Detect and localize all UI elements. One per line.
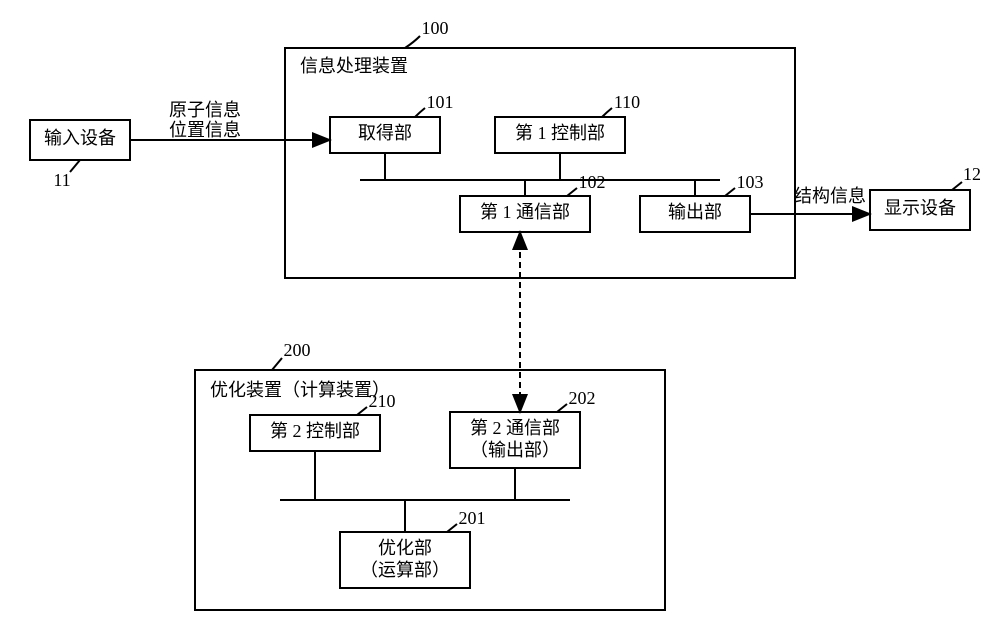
ref-200: 200: [284, 340, 311, 360]
comm2-label-l1: 第 2 通信部: [470, 418, 560, 438]
ref-101: 101: [427, 92, 454, 112]
edge-input-label-l2: 位置信息: [169, 120, 241, 140]
optimize-label-l1: 优化部: [378, 538, 432, 558]
ref-100: 100: [422, 18, 449, 38]
comm2-label-l2: （输出部）: [470, 440, 560, 460]
ctrl1-label: 第 1 控制部: [515, 123, 605, 143]
optimize-label-l2: （运算部）: [360, 560, 450, 580]
ref-210: 210: [369, 391, 396, 411]
leader-12: [952, 182, 962, 190]
ref-12: 12: [963, 164, 981, 184]
edge-output-label: 结构信息: [794, 186, 866, 206]
device-100-box: [285, 48, 795, 278]
output-label: 输出部: [668, 202, 722, 222]
ref-103: 103: [737, 172, 764, 192]
device-100-label: 信息处理装置: [300, 56, 408, 76]
display-device-label: 显示设备: [884, 198, 956, 218]
leader-11: [70, 160, 80, 172]
ref-11: 11: [53, 170, 70, 190]
ref-201: 201: [459, 508, 486, 528]
device-200-label: 优化装置（计算装置）: [210, 380, 390, 400]
ctrl2-label: 第 2 控制部: [270, 421, 360, 441]
leader-200: [272, 358, 282, 370]
acquire-label: 取得部: [358, 123, 412, 143]
edge-input-label-l1: 原子信息: [169, 100, 241, 120]
input-device-label: 输入设备: [44, 128, 116, 148]
leader-100: [405, 36, 420, 48]
ref-202: 202: [569, 388, 596, 408]
ref-102: 102: [579, 172, 606, 192]
comm1-label: 第 1 通信部: [480, 202, 570, 222]
ref-110: 110: [614, 92, 640, 112]
